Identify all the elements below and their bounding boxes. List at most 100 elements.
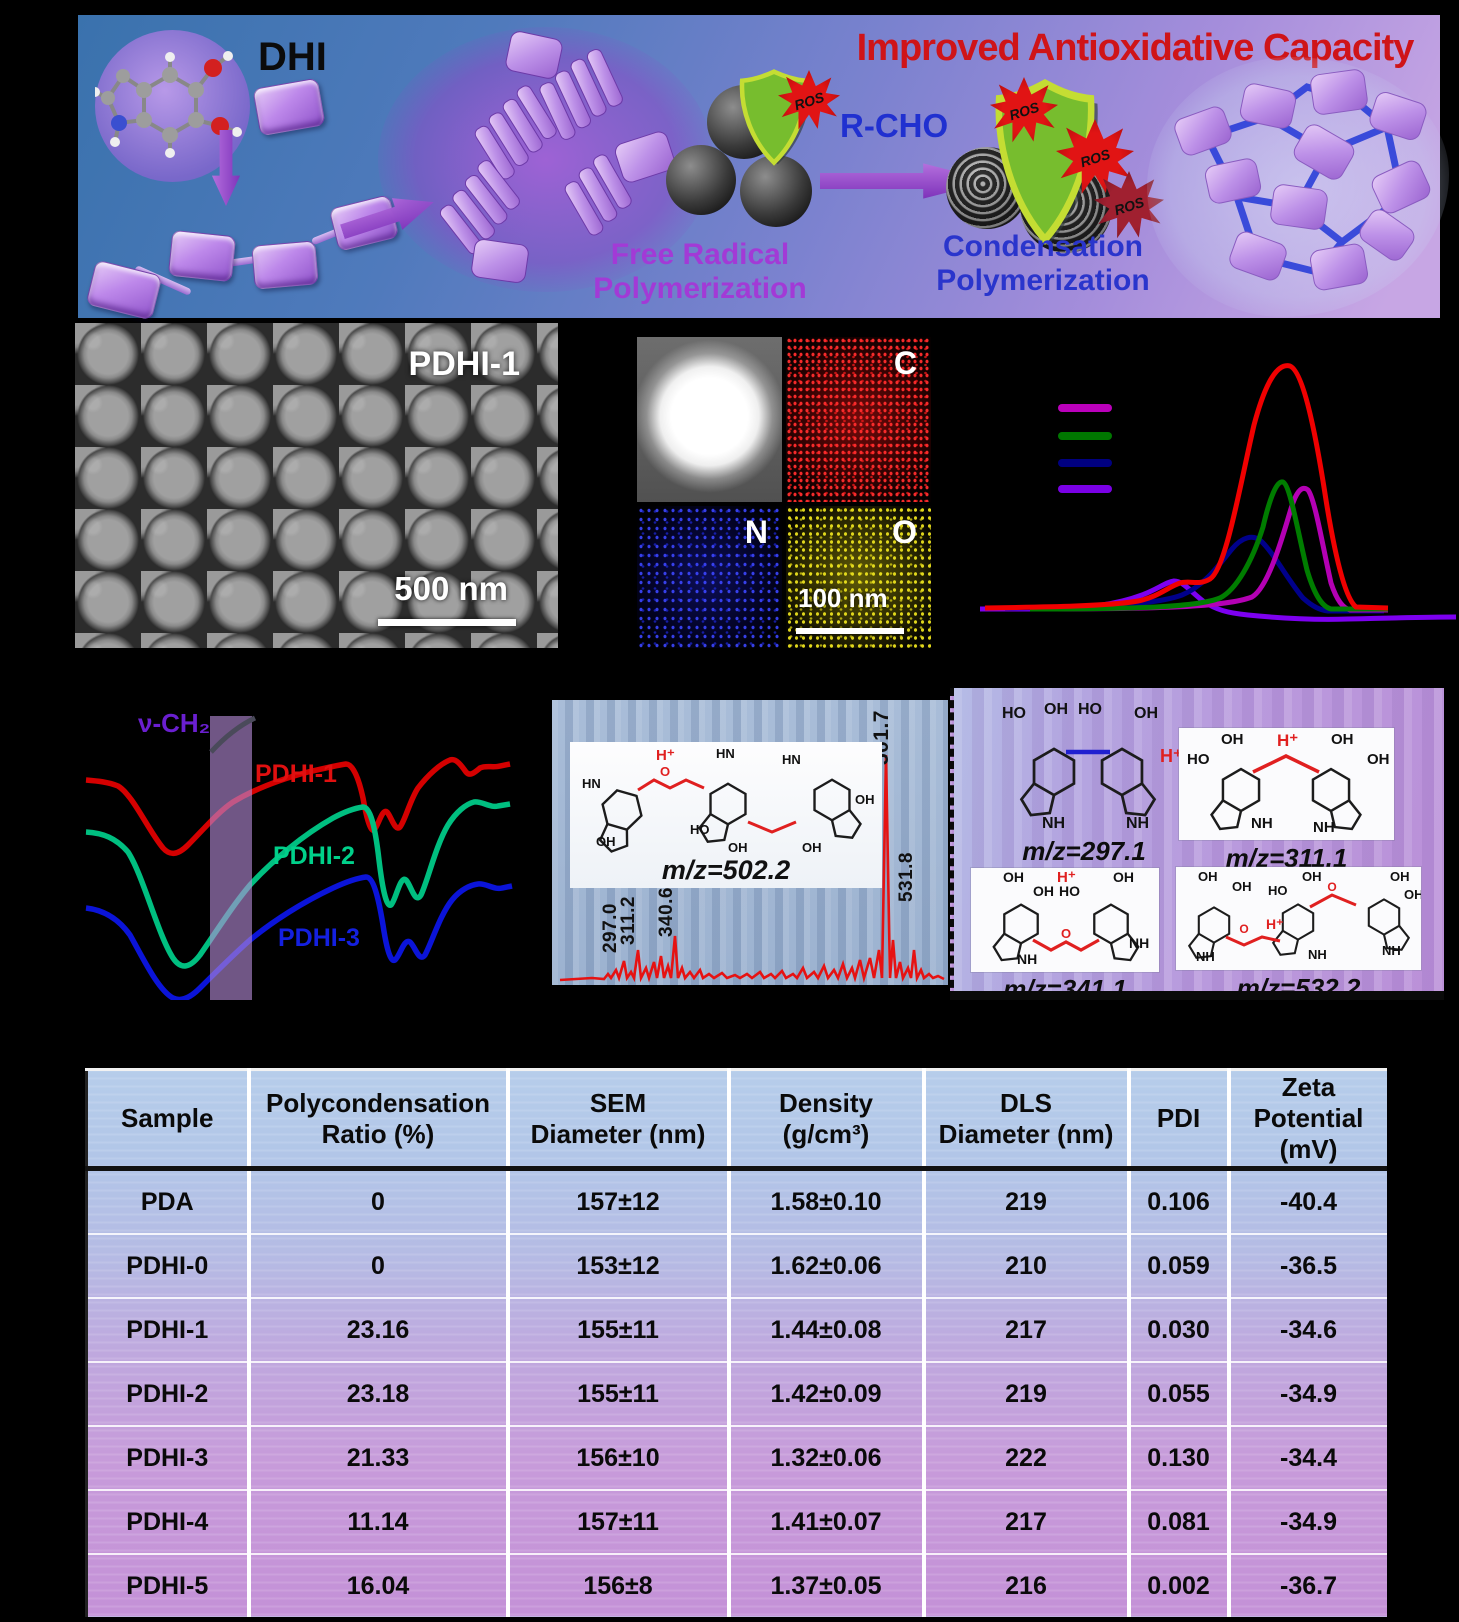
fragment-mz-label: m/z=341.1: [1003, 974, 1127, 1004]
svg-text:OH: OH: [1134, 705, 1158, 722]
svg-text:H⁺: H⁺: [1277, 731, 1298, 750]
fragment-structure-box-341: O OH OH HO OH H⁺ NH NH: [971, 868, 1159, 972]
ms-inset-structure-box: O H⁺ HN HN HN OH HO OH OH OH m/z=502.2: [570, 742, 882, 888]
ch2-highlight-band: [210, 716, 252, 1000]
pda-sphere: [740, 155, 812, 227]
dls-distribution-chart: [960, 330, 1459, 665]
legend-swatch-violet: [1058, 485, 1112, 493]
table-row: PDHI-3 21.33 156±10 1.32±0.06 222 0.130 -34.4: [85, 1425, 1387, 1490]
element-label-c: C: [893, 345, 917, 381]
svg-text:O: O: [660, 764, 670, 779]
monomer-block: [252, 77, 326, 137]
svg-text:H⁺: H⁺: [1160, 746, 1183, 766]
sem-scale-bar: [378, 619, 516, 626]
svg-text:OH: OH: [1221, 731, 1244, 748]
svg-text:H⁺: H⁺: [1057, 869, 1076, 886]
svg-text:OH: OH: [1390, 869, 1410, 884]
svg-text:HN: HN: [716, 746, 735, 761]
legend-swatch-green: [1058, 432, 1112, 440]
svg-text:OH: OH: [1113, 869, 1134, 885]
svg-text:HO: HO: [690, 822, 710, 837]
crosslinked-cluster-blob: [1147, 57, 1449, 317]
svg-text:OH: OH: [855, 792, 875, 807]
fragment-mz-label: m/z=297.1: [1022, 836, 1146, 866]
svg-text:HO: HO: [1268, 883, 1288, 898]
fragment-structure-311: OH HO H⁺ OH OH NH NH: [1187, 731, 1390, 836]
reaction-scheme-panel: Improved Antioxidative Capacity: [78, 15, 1449, 321]
svg-text:H⁺: H⁺: [656, 747, 675, 764]
table-row: PDHI-4 11.14 157±11 1.41±0.07 217 0.081 -34.9: [85, 1489, 1387, 1554]
svg-text:NH: NH: [1129, 935, 1149, 951]
svg-text:NH: NH: [1196, 949, 1215, 964]
svg-text:OH: OH: [1367, 751, 1390, 768]
legend-swatch-magenta: [1058, 404, 1112, 412]
svg-text:NH: NH: [1251, 815, 1273, 832]
monomer-block: [167, 229, 237, 283]
col-header-density: Density (g/cm³): [726, 1068, 926, 1171]
svg-text:OH: OH: [1331, 731, 1354, 748]
condensation-polymerization-label: Condensation Polymerization: [936, 230, 1150, 297]
ms-inset-mz-label: m/z=502.2: [661, 855, 791, 885]
mass-spectrum-trace: [559, 754, 945, 984]
block-stacks: [439, 31, 676, 283]
svg-text:OH: OH: [1033, 883, 1054, 899]
svg-text:HO: HO: [1002, 705, 1026, 722]
element-label-o: O: [892, 514, 917, 550]
dhi-molecule-bubble: [90, 30, 250, 182]
svg-text:HO: HO: [1187, 751, 1210, 768]
ftir-series-label-2: PDHI-2: [273, 842, 355, 870]
svg-text:OH: OH: [1404, 887, 1421, 902]
polymer-aggregate-blob: [378, 27, 713, 292]
eds-map-oxygen: O 100 nm: [786, 506, 931, 648]
col-header-polycondensation: Polycondensation Ratio (%): [246, 1068, 510, 1171]
svg-text:NH: NH: [1308, 947, 1327, 962]
haadf-image: [637, 337, 782, 502]
svg-text:NH: NH: [1382, 943, 1401, 958]
fragment-structure-297: HO OH HO OH H⁺ NH NH: [1002, 701, 1183, 832]
svg-text:O: O: [1061, 926, 1071, 941]
svg-text:O: O: [1239, 922, 1248, 936]
svg-text:NH: NH: [1313, 819, 1335, 836]
crosslinked-blocks: [1174, 69, 1431, 291]
sem-image-panel: PDHI-1 500 nm: [75, 323, 558, 648]
monomer-block: [85, 259, 163, 321]
table-header-row: Sample Polycondensation Ratio (%) SEM Di…: [85, 1068, 1387, 1171]
sem-scale-label: 500 nm: [394, 570, 508, 607]
svg-text:OH: OH: [1198, 869, 1218, 884]
svg-text:OH: OH: [1003, 869, 1024, 885]
svg-text:HN: HN: [582, 776, 601, 791]
col-header-sample: Sample: [85, 1068, 251, 1171]
svg-text:NH: NH: [1017, 951, 1037, 967]
monomer-block: [251, 240, 319, 290]
table-row: PDHI-1 23.16 155±11 1.44±0.08 217 0.030 -34.6: [85, 1297, 1387, 1362]
table-row: PDHI-0 0 153±12 1.62±0.06 210 0.059 -36.5: [85, 1233, 1387, 1298]
svg-text:OH: OH: [596, 834, 616, 849]
free-radical-polymerization-label: Free Radical Polymerization: [593, 238, 807, 305]
eds-map-carbon: C: [786, 337, 931, 502]
dls-curves: [980, 363, 1457, 622]
fragment-structure-box-311: OH HO H⁺ OH OH NH NH: [1179, 728, 1394, 840]
eds-scale-label: 100 nm: [798, 583, 888, 613]
col-header-sem-diameter: SEM Diameter (nm): [505, 1068, 731, 1171]
sem-sample-label: PDHI-1: [408, 345, 520, 383]
svg-text:O: O: [1327, 880, 1336, 894]
table-row: PDHI-5 16.04 156±8 1.37±0.05 216 0.002 -36.7: [85, 1553, 1387, 1617]
ftir-spectra-panel: ν-CH₂ PDHI-1 PDHI-2 PDHI-3: [78, 680, 536, 1003]
sample-properties-table: Sample Polycondensation Ratio (%) SEM Di…: [85, 1068, 1387, 1617]
svg-text:HO: HO: [1078, 701, 1102, 718]
svg-text:NH: NH: [1126, 815, 1149, 832]
ms-peak-label: 311.2: [618, 896, 639, 945]
eds-mapping-panel: C N O 100 nm: [637, 337, 931, 648]
col-header-dls-diameter: DLS Diameter (nm): [921, 1068, 1131, 1171]
dhi-label: DHI: [258, 35, 327, 79]
element-label-n: N: [744, 514, 768, 550]
table-row: PDA 0 157±12 1.58±0.10 219 0.106 -40.4: [85, 1167, 1387, 1234]
pda-sphere: [666, 145, 736, 215]
legend-swatch-navy: [1058, 459, 1112, 467]
fragment-structure-341: O OH OH HO OH H⁺ NH NH: [992, 869, 1149, 967]
col-header-zeta: Zeta Potential (mV): [1226, 1068, 1387, 1171]
svg-text:NH: NH: [1042, 815, 1065, 832]
eds-scale-bar: [796, 628, 904, 634]
fragment-structures-panel: HO OH HO OH H⁺ NH NH m/z=297.1 OH HO H⁺ …: [950, 688, 1444, 1004]
